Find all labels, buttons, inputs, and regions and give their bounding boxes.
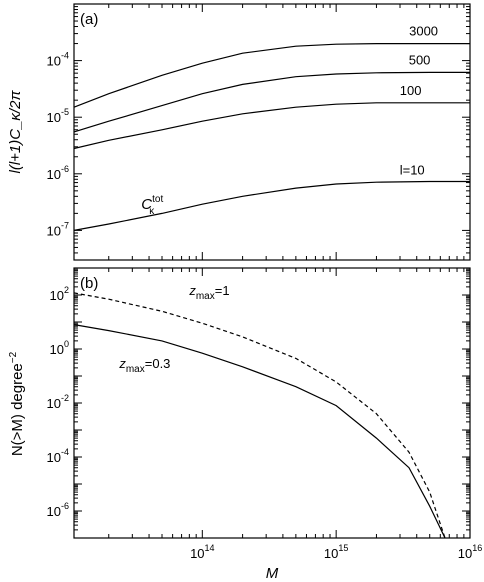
series-line: [73, 324, 446, 539]
panel-a-y-tick-labels: 10-710-610-510-4: [47, 51, 69, 239]
tick-exponent: -5: [61, 107, 69, 117]
tick-exponent: -7: [61, 220, 69, 230]
ctot-main: C: [141, 196, 152, 213]
series-line: [73, 102, 470, 150]
panel-a-curve-labels: 3000 500 100 l=10 Ctot κ: [141, 24, 438, 217]
y-tick-label: 10-7: [47, 220, 69, 238]
y-tick-label: 10-6: [47, 164, 69, 182]
tick-base: 10: [190, 546, 204, 561]
series-line: [73, 292, 446, 539]
zmax-annotation: zmax=0.3: [118, 356, 170, 375]
panel-b-xlabel: M: [266, 565, 279, 582]
y-tick-label: 102: [50, 285, 69, 303]
panel-b-ylabel-text: N(>M) degree: [9, 363, 26, 456]
tick-exponent: -4: [61, 447, 69, 457]
ctot-sub: κ: [149, 206, 155, 217]
series-label: l=10: [400, 163, 425, 178]
panel-b-ylabel-sup: −2: [8, 351, 19, 363]
x-tick-label: 1014: [190, 543, 214, 561]
tick-base: 10: [47, 54, 61, 69]
zmax-main: z: [118, 356, 126, 371]
tick-exponent: -6: [61, 164, 69, 174]
tick-base: 10: [50, 288, 64, 303]
tick-base: 10: [47, 110, 61, 125]
panel-a-curves: [73, 42, 470, 231]
panel-a-frame: [73, 3, 471, 261]
tick-base: 10: [47, 450, 61, 465]
series-label: 100: [400, 83, 422, 98]
x-tick-label: 1016: [458, 543, 482, 561]
zmax-sub: max: [196, 291, 215, 302]
ctot-annotation: Ctot κ: [141, 194, 163, 217]
tick-exponent: 16: [472, 543, 482, 553]
y-tick-label: 10-5: [47, 107, 69, 125]
panel-b-x-tick-labels: 1014 1015 1016: [190, 543, 482, 561]
series-label: 500: [409, 52, 431, 67]
zmax-main: z: [188, 283, 196, 298]
tick-exponent: 0: [64, 339, 69, 349]
panel-b-label: (b): [80, 275, 98, 292]
tick-base: 10: [47, 223, 61, 238]
tick-base: 10: [324, 546, 338, 561]
panel-b-ticks: [74, 267, 471, 539]
tick-exponent: 15: [338, 543, 348, 553]
x-tick-label: 1015: [324, 543, 348, 561]
tick-base: 10: [47, 504, 61, 519]
y-tick-label: 100: [50, 339, 69, 357]
y-tick-label: 10-4: [47, 51, 69, 69]
zmax-annotation: zmax=1: [188, 283, 229, 302]
zmax-value: =1: [215, 283, 230, 298]
tick-exponent: -6: [61, 501, 69, 511]
zmax-sub: max: [126, 364, 145, 375]
y-tick-label: 10-6: [47, 501, 69, 519]
series-line: [73, 71, 470, 133]
panel-a-ticks: [74, 3, 471, 261]
tick-exponent: 14: [205, 543, 215, 553]
tick-base: 10: [458, 546, 472, 561]
y-tick-label: 10-4: [47, 447, 69, 465]
panel-b-curves: [73, 292, 446, 539]
series-line: [73, 42, 470, 108]
tick-exponent: -2: [61, 393, 69, 403]
series-label: 3000: [409, 24, 438, 39]
panel-a-ylabel-text: l(l+1)C_κ/2π: [7, 90, 24, 174]
panel-b-ylabel: N(>M) degree−2: [8, 351, 26, 456]
panel-a-label: (a): [80, 11, 98, 28]
panel-a-ylabel: l(l+1)C_κ/2π: [7, 90, 24, 174]
panel-b-frame: [73, 267, 471, 539]
y-tick-label: 10-2: [47, 393, 69, 411]
tick-base: 10: [47, 396, 61, 411]
tick-base: 10: [50, 342, 64, 357]
tick-base: 10: [47, 167, 61, 182]
zmax-value: =0.3: [145, 356, 171, 371]
series-line: [73, 180, 470, 231]
tick-exponent: -4: [61, 51, 69, 61]
tick-exponent: 2: [64, 285, 69, 295]
ctot-sup: tot: [152, 194, 163, 205]
